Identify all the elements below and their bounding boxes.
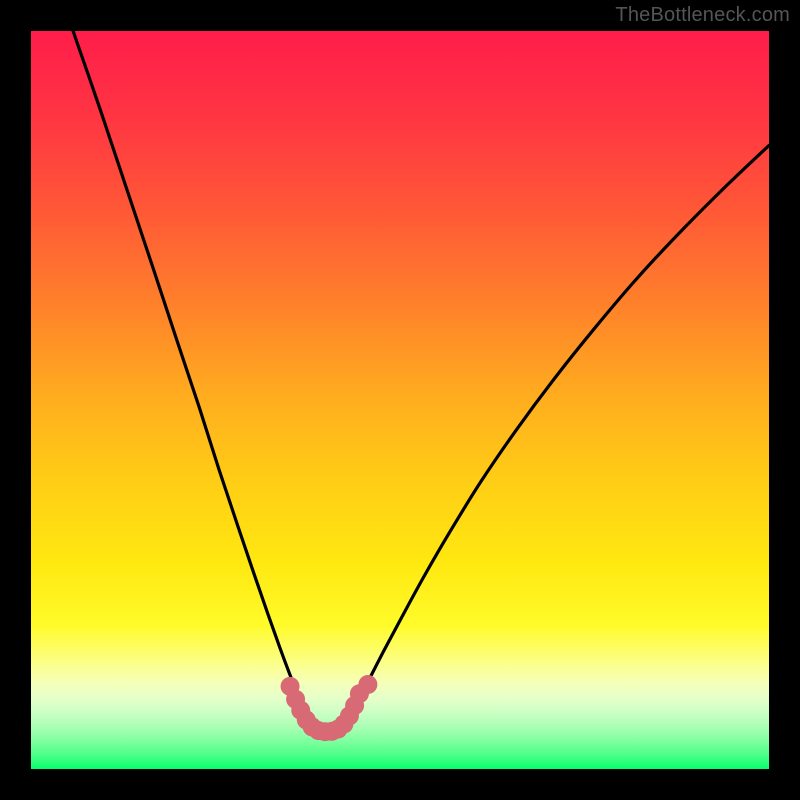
pink-marker	[358, 675, 377, 694]
gradient-background	[31, 31, 769, 769]
v-curve-plot	[0, 0, 800, 800]
watermark-text: TheBottleneck.com	[615, 4, 790, 27]
chart-canvas: TheBottleneck.com	[0, 0, 800, 800]
